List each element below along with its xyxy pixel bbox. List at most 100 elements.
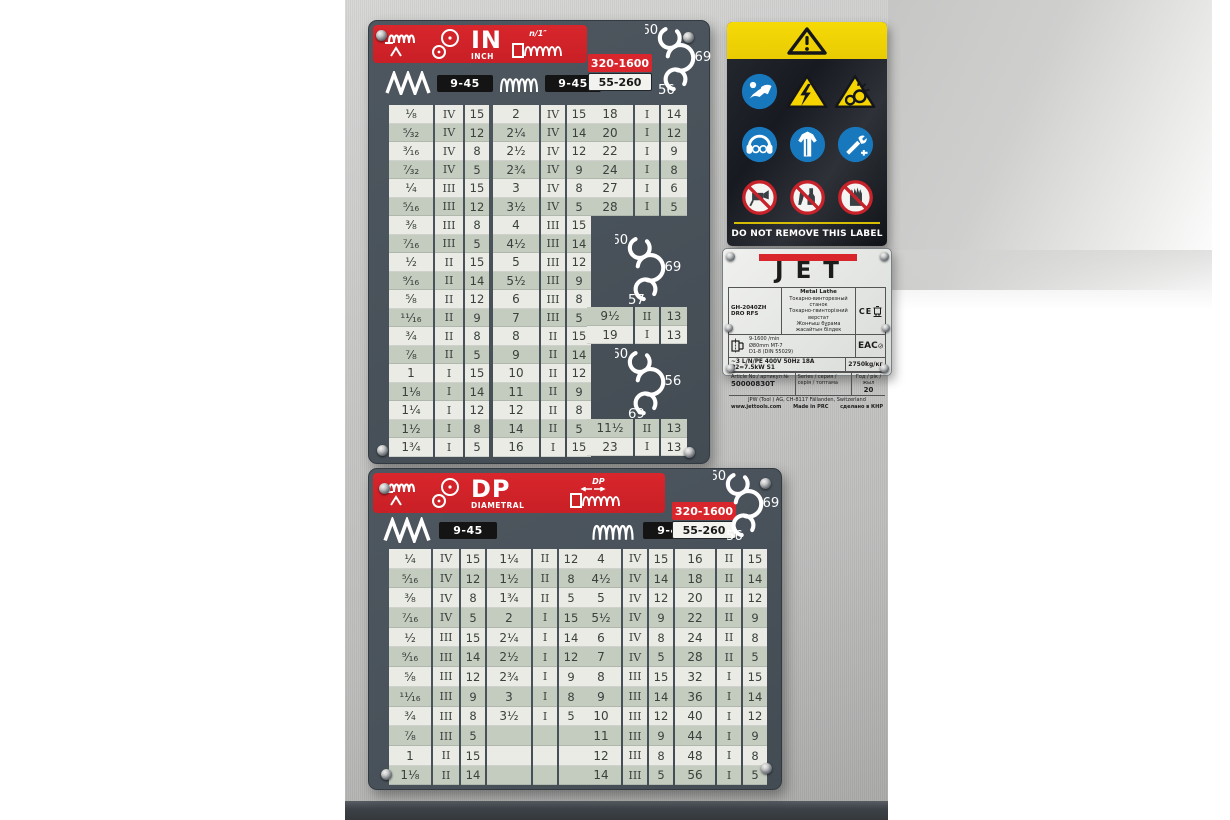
conformity-icon — [877, 343, 883, 349]
table-cell: 8 — [649, 745, 673, 766]
table-cell: II — [541, 382, 565, 401]
fine-range-box: 9-45 — [545, 74, 601, 92]
table-cell: III — [623, 726, 647, 746]
table-cell: ⁵⁄₈ — [389, 290, 433, 309]
table-cell: I — [635, 123, 659, 142]
table-cell: 14 — [493, 419, 539, 438]
table-cell: II — [717, 549, 741, 569]
table-cell: II — [541, 419, 565, 438]
table-cell: I — [533, 667, 557, 687]
plate-subtitle-text: INCH — [471, 51, 494, 61]
thread-pitch-icon — [570, 487, 621, 508]
table-cell: 28 — [587, 197, 633, 216]
table-cell: 9 — [661, 142, 687, 161]
table-cell: 8 — [661, 160, 687, 179]
plate-title-text: DP — [471, 474, 511, 503]
table-cell — [559, 745, 583, 766]
table-cell: 14 — [567, 234, 591, 253]
table-cell: 8 — [743, 745, 767, 766]
gear-teeth-bottom: 56 — [658, 83, 675, 96]
hearing-eye-protection-icon — [741, 126, 777, 163]
table-cell: I — [435, 419, 463, 438]
table-cell: 8 — [581, 667, 621, 687]
manufacturer-footer: JPW (Tool ) AG, CH-8117 Fällanden, Switz… — [729, 396, 885, 411]
table-cell: 1¹⁄₈ — [389, 765, 431, 786]
table-cell: 6 — [581, 627, 621, 648]
table-cell: IV — [541, 197, 565, 216]
table-cell: ¹⁄₂ — [389, 627, 431, 648]
table-cell: ⁷⁄₁₆ — [389, 234, 433, 253]
table-cell: 22 — [587, 142, 633, 161]
table-cell: 9 — [465, 308, 489, 327]
table-cell: 12 — [465, 123, 489, 142]
table-cell: ⁵⁄₃₂ — [389, 123, 433, 142]
table-cell: 36 — [675, 686, 715, 707]
table-cell: IV — [623, 568, 647, 589]
thread-table-block: 16 II 15 18 II 14 20 II 12 22 II 9 24 II 8 28 II 5 32 I 15 36… — [675, 549, 767, 786]
table-cell: 7 — [581, 647, 621, 668]
table-cell: IV — [541, 105, 565, 124]
table-cell: III — [435, 234, 463, 253]
table-cell: 2¹⁄₂ — [487, 647, 531, 668]
rpm-low-box: 55-260 — [588, 73, 652, 91]
table-cell: II — [533, 568, 557, 589]
table-cell: 12 — [559, 549, 583, 569]
table-cell: III — [623, 667, 647, 687]
machine-nameplate: JET GH-2040ZH DRO RFS Metal Lathe Токарн… — [722, 248, 892, 410]
no-alcohol-icon — [789, 180, 825, 216]
table-cell: I — [717, 667, 741, 687]
table-cell: 12 — [743, 706, 767, 727]
table-cell: 3¹⁄₂ — [487, 706, 531, 727]
eac-mark: EAC — [858, 341, 878, 352]
table-cell: I — [635, 105, 659, 124]
table-cell: 12 — [461, 568, 485, 589]
table-cell: I — [533, 627, 557, 648]
table-cell: 8 — [493, 327, 539, 346]
table-cell: 1³⁄₄ — [487, 588, 531, 609]
rpm-high-box: 320-1600 — [588, 54, 652, 72]
table-cell: 5 — [461, 608, 485, 628]
table-cell: 32 — [675, 667, 715, 687]
table-cell: 10 — [493, 364, 539, 383]
table-cell: 5 — [567, 419, 591, 438]
table-cell: 15 — [465, 105, 489, 124]
table-cell: I — [435, 401, 463, 420]
table-cell: 14 — [661, 105, 687, 124]
table-cell: 1¹⁄₂ — [389, 419, 433, 438]
table-cell: 12 — [567, 142, 591, 161]
table-cell: ⁷⁄₈ — [389, 345, 433, 364]
change-gears-icon — [432, 478, 459, 508]
table-cell: 8 — [465, 327, 489, 346]
table-cell: I — [533, 686, 557, 707]
table-cell: 12 — [567, 364, 591, 383]
protective-clothing-icon — [789, 126, 825, 163]
table-cell: I — [635, 437, 659, 456]
table-cell: 14 — [567, 123, 591, 142]
table-cell: I — [717, 745, 741, 766]
table-cell: III — [433, 647, 459, 668]
article-label: Article No./ артикул № — [731, 373, 789, 380]
table-cell: 56 — [675, 765, 715, 786]
table-cell: 14 — [559, 627, 583, 648]
screw-icon — [377, 445, 388, 456]
table-cell: II — [435, 308, 463, 327]
pitch-unit-label: n/1″ — [529, 29, 547, 38]
screw-icon — [880, 252, 889, 261]
screw-icon — [761, 763, 772, 774]
table-cell: 15 — [465, 253, 489, 272]
table-cell: II — [435, 327, 463, 346]
table-cell: 5 — [743, 647, 767, 668]
table-cell: II — [433, 745, 459, 766]
thread-table-block: ¹⁄₄ IV 15 ⁵⁄₁₆ IV 12 ³⁄₈ IV 8 ⁷⁄₁₆ IV 5 ¹⁄₂ III 15 ⁹⁄₁₆… — [389, 549, 485, 786]
table-cell: IV — [435, 160, 463, 179]
warning-icon-grid — [727, 59, 887, 222]
table-cell: 11 — [493, 382, 539, 401]
table-cell: 12 — [581, 745, 621, 766]
table-cell: 40 — [675, 706, 715, 727]
thread-feed-icon — [385, 34, 415, 57]
table-cell: II — [717, 627, 741, 648]
table-cell: 9 — [581, 686, 621, 707]
spindle-specs: 9-1600 /min Ø80mm MT-7 D1-8 (DIN 55029) — [729, 335, 855, 357]
table-cell: II — [435, 345, 463, 364]
plate-title-text: IN — [471, 25, 503, 54]
